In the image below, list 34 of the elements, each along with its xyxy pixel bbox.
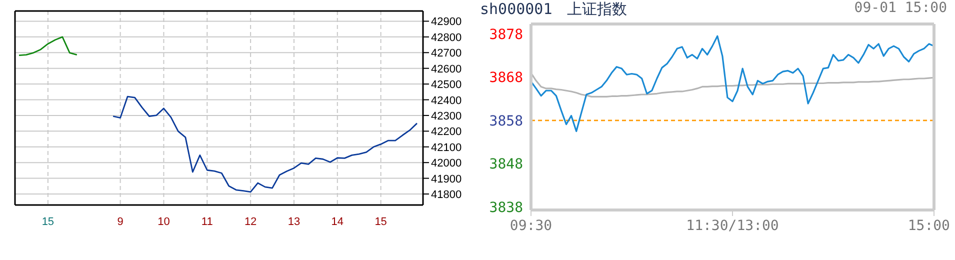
y-tick-label: 42900 — [431, 16, 462, 28]
x-tick-label: 14 — [331, 216, 344, 228]
y-tick-label: 42800 — [431, 32, 462, 44]
x-tick-label: 12 — [244, 216, 257, 228]
chart-title: sh000001 上证指数 — [480, 0, 628, 19]
y-tick-label: 42000 — [431, 158, 462, 170]
y-tick-label: 3878 — [489, 26, 523, 43]
y-tick-label: 41900 — [431, 173, 462, 186]
line-series — [530, 72, 935, 98]
line-series — [112, 96, 418, 193]
y-tick-label: 42300 — [431, 110, 462, 122]
y-tick-label: 42100 — [431, 142, 462, 154]
x-tick-label: 11 — [201, 216, 213, 228]
line-series — [18, 36, 78, 56]
x-tick-label: 13 — [288, 216, 300, 228]
y-tick-label: 41800 — [431, 189, 462, 202]
x-tick-label: 15 — [42, 216, 54, 228]
y-tick-label: 42400 — [431, 94, 462, 107]
y-tick-label: 3848 — [489, 156, 523, 173]
chart-subtitle: 09-01 15:00 — [854, 0, 947, 16]
y-tick-label: 42500 — [431, 79, 462, 92]
y-tick-label: 42200 — [431, 126, 462, 138]
x-tick-label: 10 — [158, 216, 170, 228]
x-tick-label: 9 — [117, 216, 124, 228]
y-tick-label: 3838 — [489, 200, 523, 216]
x-tick-label: 09:30 — [510, 218, 552, 234]
y-tick-label: 3858 — [489, 113, 523, 130]
x-tick-label: 15 — [374, 216, 387, 228]
x-tick-label: 15:00 — [908, 218, 950, 234]
line-series — [530, 35, 935, 132]
x-tick-label: 11:30/13:00 — [686, 218, 779, 234]
y-tick-label: 3868 — [489, 70, 523, 86]
y-tick-label: 42700 — [431, 48, 462, 60]
y-tick-label: 42600 — [431, 63, 462, 76]
